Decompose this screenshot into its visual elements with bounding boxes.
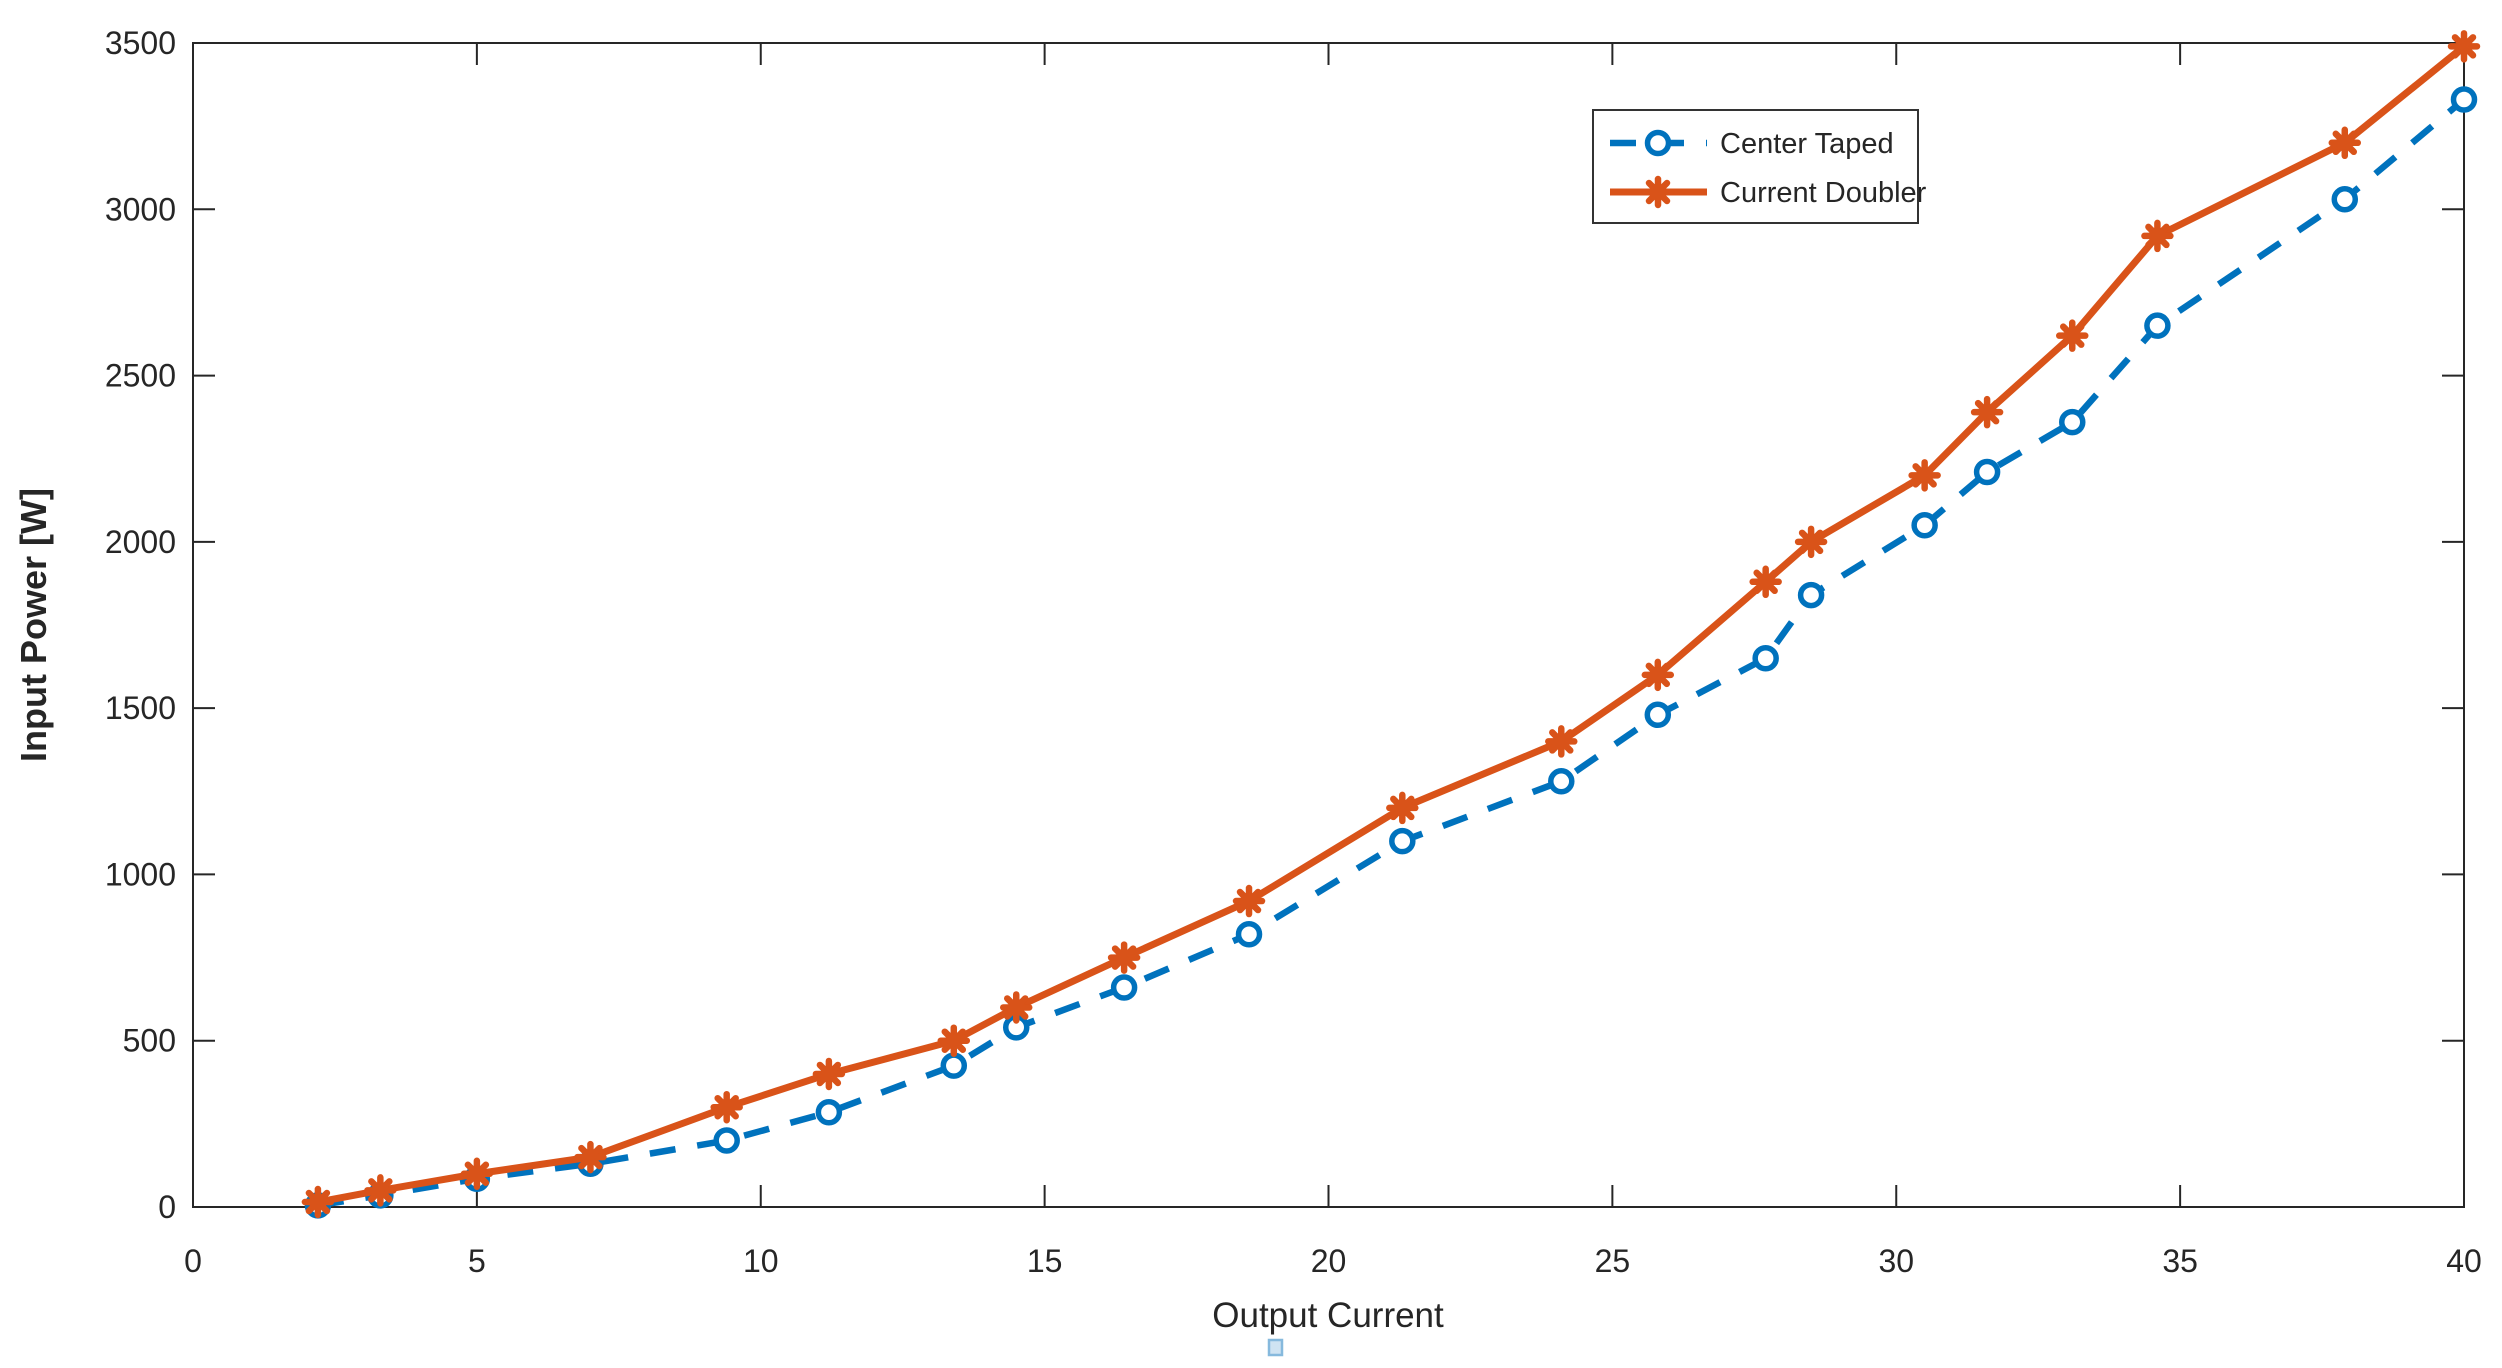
data-point-asterisk-marker [999, 991, 1033, 1024]
series [301, 30, 2481, 1219]
data-point-circle-marker [1235, 921, 1263, 948]
data-point-circle-marker [1644, 701, 1672, 729]
data-point-asterisk-marker [460, 1157, 494, 1190]
y-tick-label: 0 [158, 1189, 176, 1225]
data-point-circle-marker [815, 1098, 843, 1126]
y-tick-label: 1500 [105, 690, 176, 726]
legend-label-center-taped: Center Taped [1720, 128, 1894, 160]
series-line-center-taped [317, 97, 2467, 1209]
x-tick-label: 15 [1027, 1243, 1063, 1279]
data-point-circle-marker [713, 1127, 740, 1154]
y-tick-label: 500 [123, 1023, 176, 1059]
legend-entry-center-taped[interactable]: Center Taped [1610, 128, 1894, 160]
data-point-asterisk-marker [1545, 725, 1578, 758]
data-point-circle-marker [1911, 511, 1938, 539]
data-point-circle-marker [1973, 458, 2001, 486]
data-point-asterisk-marker [1386, 791, 1419, 825]
y-tick-label: 2000 [105, 524, 176, 560]
data-point-asterisk-marker [2141, 219, 2174, 253]
legend-label-current-doubler: Current Doubler [1720, 177, 1927, 209]
series-line-current-doubler [317, 43, 2467, 1206]
x-tick-label: 0 [184, 1243, 202, 1279]
y-tick-label: 2500 [105, 358, 176, 394]
data-point-asterisk-marker [812, 1057, 846, 1091]
legend-entry-current-doubler[interactable]: Current Doubler [1610, 175, 1927, 209]
x-tick-label: 10 [743, 1243, 779, 1279]
data-point-asterisk-marker [301, 1185, 335, 1219]
y-tick-label: 3500 [105, 25, 176, 61]
data-point-asterisk-marker [574, 1140, 607, 1174]
legend-box [1592, 109, 1919, 224]
data-point-asterisk-marker [364, 1174, 397, 1207]
data-point-asterisk-marker [1908, 459, 1941, 492]
data-point-asterisk-marker [1232, 884, 1266, 918]
x-tick-label: 35 [2162, 1243, 2198, 1279]
data-point-circle-marker [2059, 408, 2086, 436]
text-cursor-artifact [1267, 1338, 1284, 1357]
data-point-asterisk-marker [710, 1090, 743, 1124]
data-point-asterisk-marker [1107, 941, 1141, 974]
x-tick-label: 25 [1595, 1243, 1631, 1279]
data-point-circle-marker [1389, 827, 1416, 855]
plot-box [192, 42, 2465, 1208]
data-point-asterisk-marker [2447, 30, 2481, 63]
x-tick-label: 5 [468, 1243, 486, 1279]
data-point-asterisk-marker [1970, 395, 2004, 429]
x-axis-label: Output Current [1212, 1296, 1444, 1335]
data-point-circle-marker [1752, 645, 1779, 672]
x-tick-label: 40 [2446, 1243, 2482, 1279]
data-point-asterisk-marker [1749, 565, 1782, 599]
data-point-circle-marker [1548, 768, 1575, 795]
data-point-asterisk-marker [2328, 126, 2362, 160]
data-point-asterisk-marker [1641, 658, 1675, 692]
x-tick-label: 30 [1878, 1243, 1914, 1279]
data-point-circle-marker [940, 1052, 968, 1079]
y-tick-label: 1000 [105, 856, 176, 892]
data-point-circle-marker [2144, 312, 2171, 339]
tick-labels: 0 5 10 15 20 25 30 35 40 0 500 1000 1500 2000 2500 3000… [105, 25, 2482, 1279]
y-tick-label: 3000 [105, 191, 176, 227]
legend-asterisk-marker-icon [1641, 175, 1675, 209]
legend[interactable]: Center Taped Current Doubler [1592, 109, 1927, 224]
x-tick-label: 20 [1311, 1243, 1347, 1279]
legend-circle-marker-icon [1644, 129, 1672, 157]
data-point-circle-marker [2450, 86, 2478, 113]
axes [192, 42, 2465, 1208]
data-point-asterisk-marker [1794, 525, 1828, 559]
y-axis-label: Input Power [W] [13, 488, 54, 762]
data-point-asterisk-marker [937, 1024, 971, 1057]
data-point-asterisk-marker [2056, 319, 2089, 352]
data-point-circle-marker [1110, 974, 1138, 1001]
data-point-circle-marker [2331, 186, 2359, 213]
data-point-circle-marker [1797, 581, 1825, 609]
